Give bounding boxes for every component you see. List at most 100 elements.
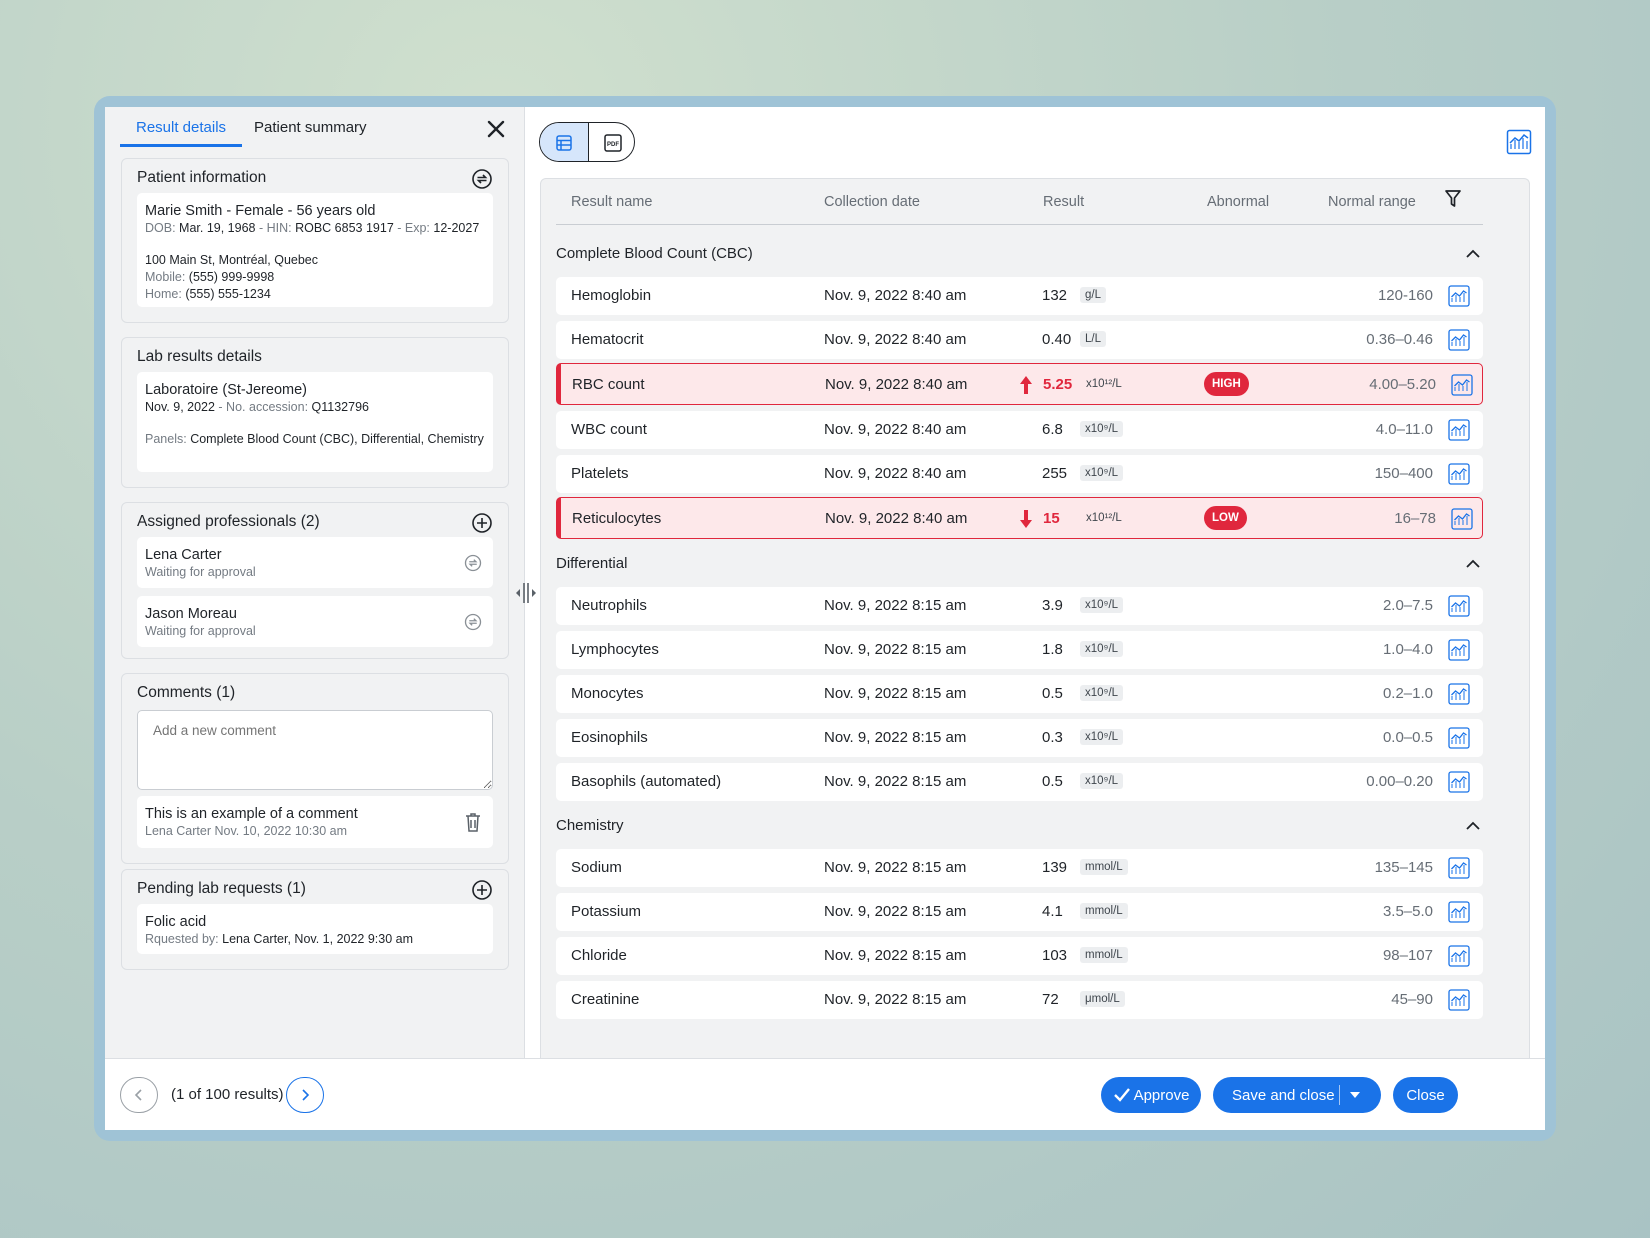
trend-chart-icon[interactable] xyxy=(1451,508,1473,530)
arrow-up-icon xyxy=(1020,376,1032,394)
result-name: Platelets xyxy=(571,465,629,482)
trend-chart-icon[interactable] xyxy=(1506,129,1532,155)
header-divider xyxy=(556,224,1483,225)
add-circle-icon[interactable] xyxy=(470,511,494,535)
chevron-up-icon[interactable] xyxy=(1465,556,1481,572)
chevron-up-icon[interactable] xyxy=(1465,246,1481,262)
result-unit: x10¹²/L xyxy=(1086,378,1122,390)
collection-date: Nov. 9, 2022 8:15 am xyxy=(824,729,967,746)
add-circle-icon[interactable] xyxy=(470,878,494,902)
reassign-icon[interactable] xyxy=(463,612,483,632)
result-name: Sodium xyxy=(571,859,622,876)
normal-range: 0.36–0.46 xyxy=(1366,331,1433,348)
trend-chart-icon[interactable] xyxy=(1448,639,1470,661)
pdf-view-button[interactable]: PDF xyxy=(588,123,634,161)
svg-text:PDF: PDF xyxy=(607,142,619,148)
trend-chart-icon[interactable] xyxy=(1448,945,1470,967)
sync-icon[interactable] xyxy=(470,167,494,191)
approve-label: Approve xyxy=(1133,1086,1190,1104)
trash-icon[interactable] xyxy=(463,811,483,833)
table-row[interactable]: Monocytes Nov. 9, 2022 8:15 am 0.5 x10⁹/L 0.… xyxy=(556,675,1483,713)
result-value: 103 xyxy=(1042,947,1068,964)
save-close-label: Save and close xyxy=(1232,1086,1335,1104)
result-value: 139 xyxy=(1042,859,1068,876)
col-result[interactable]: Result xyxy=(1043,194,1085,210)
trend-chart-icon[interactable] xyxy=(1448,285,1470,307)
table-view-button[interactable] xyxy=(540,123,588,161)
trend-chart-icon[interactable] xyxy=(1451,374,1473,396)
table-row[interactable]: Eosinophils Nov. 9, 2022 8:15 am 0.3 x10⁹/L… xyxy=(556,719,1483,757)
collection-date: Nov. 9, 2022 8:15 am xyxy=(824,859,967,876)
table-row[interactable]: Neutrophils Nov. 9, 2022 8:15 am 3.9 x10⁹/L… xyxy=(556,587,1483,625)
previous-button[interactable] xyxy=(120,1077,158,1113)
table-row[interactable]: Reticulocytes Nov. 9, 2022 8:40 am 15 x10¹²… xyxy=(556,497,1483,539)
trend-chart-icon[interactable] xyxy=(1448,857,1470,879)
col-result-name[interactable]: Result name xyxy=(571,194,653,210)
tab-patient-summary[interactable]: Patient summary xyxy=(254,119,367,136)
collection-date: Nov. 9, 2022 8:15 am xyxy=(824,903,967,920)
result-name: Reticulocytes xyxy=(572,510,662,527)
abnormal-badge: LOW xyxy=(1204,506,1247,530)
result-name: Creatinine xyxy=(571,991,640,1008)
group-header[interactable]: Complete Blood Count (CBC) xyxy=(556,235,1483,273)
normal-range: 135–145 xyxy=(1374,859,1433,876)
reassign-icon[interactable] xyxy=(463,553,483,573)
filter-icon[interactable] xyxy=(1444,189,1462,209)
comment-meta: Lena Carter Nov. 10, 2022 10:30 am xyxy=(145,824,347,838)
close-button[interactable]: Close xyxy=(1393,1077,1458,1113)
trend-chart-icon[interactable] xyxy=(1448,419,1470,441)
table-row[interactable]: Sodium Nov. 9, 2022 8:15 am 139 mmol/L 135–1… xyxy=(556,849,1483,887)
table-row[interactable]: Hematocrit Nov. 9, 2022 8:40 am 0.40 L/L 0.3… xyxy=(556,321,1483,359)
table-row[interactable]: WBC count Nov. 9, 2022 8:40 am 6.8 x10⁹/L 4.… xyxy=(556,411,1483,449)
request-meta: Rquested by: Lena Carter, Nov. 1, 2022 9… xyxy=(145,932,414,946)
lab-name: Laboratoire (St-Jereome) xyxy=(145,382,307,398)
result-value: 4.1 xyxy=(1042,903,1063,920)
trend-chart-icon[interactable] xyxy=(1448,595,1470,617)
split-divider xyxy=(1339,1085,1340,1105)
resize-handle-icon[interactable] xyxy=(513,579,539,607)
table-row[interactable]: Creatinine Nov. 9, 2022 8:15 am 72 μmol/L 45… xyxy=(556,981,1483,1019)
lab-accession: Nov. 9, 2022 - No. accession: Q1132796 xyxy=(145,400,369,414)
group-header[interactable]: Differential xyxy=(556,545,1483,583)
table-row[interactable]: Basophils (automated) Nov. 9, 2022 8:15 a… xyxy=(556,763,1483,801)
collection-date: Nov. 9, 2022 8:40 am xyxy=(824,421,967,438)
result-unit: mmol/L xyxy=(1080,859,1128,875)
professional-item[interactable]: Lena Carter Waiting for approval xyxy=(137,537,493,588)
card-title: Patient information xyxy=(137,169,267,186)
table-row[interactable]: RBC count Nov. 9, 2022 8:40 am 5.25 x10¹²/L… xyxy=(556,363,1483,405)
col-collection-date[interactable]: Collection date xyxy=(824,194,920,210)
approve-button[interactable]: Approve xyxy=(1101,1077,1201,1113)
col-abnormal[interactable]: Abnormal xyxy=(1207,194,1270,210)
trend-chart-icon[interactable] xyxy=(1448,989,1470,1011)
result-name: Lymphocytes xyxy=(571,641,659,658)
comment-input[interactable] xyxy=(137,710,493,790)
trend-chart-icon[interactable] xyxy=(1448,683,1470,705)
card-title: Comments (1) xyxy=(137,684,236,701)
trend-chart-icon[interactable] xyxy=(1448,771,1470,793)
col-normal-range[interactable]: Normal range xyxy=(1328,194,1416,210)
trend-chart-icon[interactable] xyxy=(1448,329,1470,351)
caret-down-icon[interactable] xyxy=(1349,1090,1361,1100)
comment-text: This is an example of a comment xyxy=(145,806,358,822)
table-row[interactable]: Hemoglobin Nov. 9, 2022 8:40 am 132 g/L 120-… xyxy=(556,277,1483,315)
trend-chart-icon[interactable] xyxy=(1448,901,1470,923)
trend-chart-icon[interactable] xyxy=(1448,463,1470,485)
comment-item: This is an example of a comment Lena Car… xyxy=(137,796,493,848)
table-row[interactable]: Chloride Nov. 9, 2022 8:15 am 103 mmol/L 98–… xyxy=(556,937,1483,975)
chevron-up-icon[interactable] xyxy=(1465,818,1481,834)
normal-range: 150–400 xyxy=(1374,465,1433,482)
collection-date: Nov. 9, 2022 8:40 am xyxy=(824,465,967,482)
professional-item[interactable]: Jason Moreau Waiting for approval xyxy=(137,596,493,647)
table-row[interactable]: Lymphocytes Nov. 9, 2022 8:15 am 1.8 x10⁹/L… xyxy=(556,631,1483,669)
save-and-close-button[interactable]: Save and close xyxy=(1213,1077,1381,1113)
close-icon[interactable] xyxy=(482,115,510,143)
next-button[interactable] xyxy=(286,1077,324,1113)
professional-name: Lena Carter xyxy=(145,547,222,563)
group-header[interactable]: Chemistry xyxy=(556,807,1483,845)
table-row[interactable]: Platelets Nov. 9, 2022 8:40 am 255 x10⁹/L 15… xyxy=(556,455,1483,493)
result-unit: g/L xyxy=(1080,287,1106,303)
trend-chart-icon[interactable] xyxy=(1448,727,1470,749)
table-row[interactable]: Potassium Nov. 9, 2022 8:15 am 4.1 mmol/L 3.… xyxy=(556,893,1483,931)
tab-result-details[interactable]: Result details xyxy=(120,119,243,147)
check-icon xyxy=(1113,1088,1130,1102)
